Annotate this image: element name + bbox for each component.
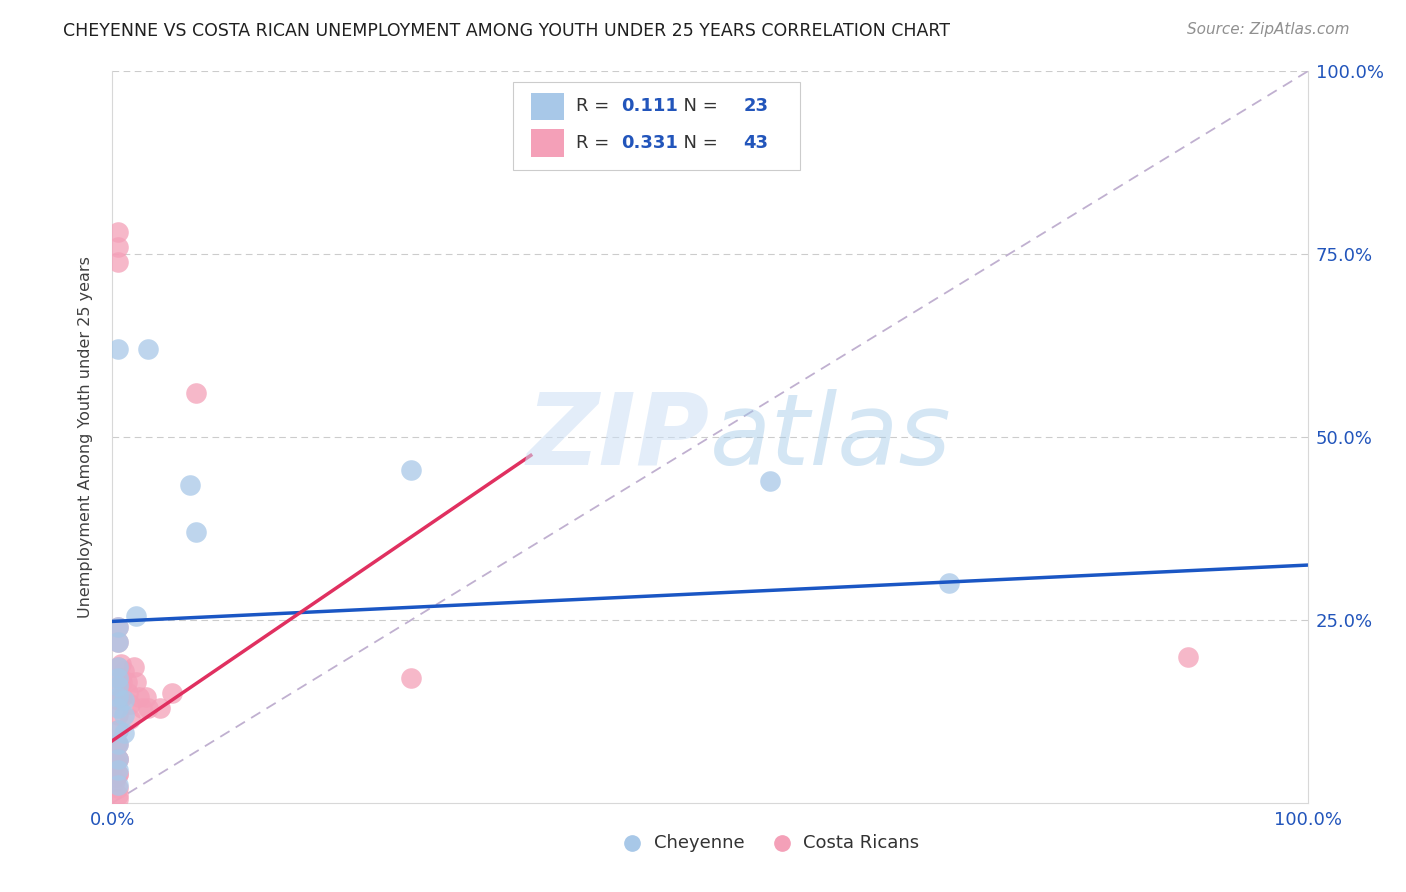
Point — [186, 525, 208, 540]
Y-axis label: Unemployment Among Youth under 25 years: Unemployment Among Youth under 25 years — [79, 256, 93, 618]
Point — [107, 766, 129, 780]
Point — [120, 697, 142, 711]
FancyBboxPatch shape — [513, 82, 800, 170]
Point — [120, 712, 142, 726]
Point — [128, 690, 150, 704]
Point — [107, 690, 129, 704]
Point — [107, 672, 129, 686]
FancyBboxPatch shape — [531, 129, 564, 157]
Point — [125, 675, 148, 690]
Point — [107, 737, 129, 751]
Point — [107, 620, 129, 634]
Text: Costa Ricans: Costa Ricans — [803, 834, 920, 852]
Point — [186, 386, 208, 401]
Point — [111, 675, 134, 690]
Point — [401, 463, 423, 477]
Point — [115, 675, 138, 690]
Point — [107, 343, 129, 357]
Point — [105, 756, 128, 770]
Point — [107, 792, 129, 806]
Point — [107, 635, 129, 649]
Point — [162, 686, 183, 700]
Point — [107, 254, 129, 268]
Text: ZIP: ZIP — [527, 389, 710, 485]
Point — [107, 708, 129, 723]
Point — [135, 690, 157, 704]
Point — [107, 693, 129, 707]
Text: 43: 43 — [744, 134, 769, 152]
Point — [110, 672, 132, 686]
Point — [401, 672, 423, 686]
Point — [107, 723, 129, 737]
Point — [107, 700, 129, 714]
Point — [1177, 649, 1199, 664]
Point — [107, 635, 129, 649]
Point — [114, 664, 135, 678]
Point — [107, 660, 129, 674]
Point — [107, 752, 129, 766]
Point — [938, 576, 960, 591]
Point — [138, 343, 160, 357]
Text: 0.331: 0.331 — [621, 134, 679, 152]
Point — [107, 781, 129, 796]
Point — [104, 773, 127, 788]
Point — [107, 660, 129, 674]
Point — [107, 240, 129, 254]
Point — [107, 620, 129, 634]
Point — [149, 700, 172, 714]
FancyBboxPatch shape — [531, 93, 564, 120]
Point — [107, 752, 129, 766]
Text: Source: ZipAtlas.com: Source: ZipAtlas.com — [1187, 22, 1350, 37]
Point — [117, 686, 139, 700]
Text: Cheyenne: Cheyenne — [654, 834, 745, 852]
Point — [114, 708, 135, 723]
Point — [759, 474, 782, 488]
Point — [107, 723, 129, 737]
Text: N =: N = — [672, 97, 723, 115]
Point — [105, 737, 128, 751]
Text: N =: N = — [672, 134, 723, 152]
Point — [107, 225, 129, 239]
Text: CHEYENNE VS COSTA RICAN UNEMPLOYMENT AMONG YOUTH UNDER 25 YEARS CORRELATION CHAR: CHEYENNE VS COSTA RICAN UNEMPLOYMENT AMO… — [63, 22, 950, 40]
Point — [107, 778, 129, 792]
Point — [125, 609, 148, 624]
Point — [179, 477, 201, 491]
Text: R =: R = — [576, 134, 616, 152]
Point — [107, 766, 129, 780]
Text: R =: R = — [576, 97, 616, 115]
Point — [114, 693, 135, 707]
Point — [114, 726, 135, 740]
Text: 23: 23 — [744, 97, 769, 115]
Text: atlas: atlas — [710, 389, 952, 485]
Point — [107, 737, 129, 751]
Point — [111, 690, 134, 704]
Point — [107, 679, 129, 693]
Point — [107, 752, 129, 766]
Point — [131, 700, 153, 714]
Point — [105, 752, 128, 766]
Point — [105, 770, 128, 784]
Point — [138, 700, 160, 714]
Point — [110, 657, 132, 671]
Point — [107, 679, 129, 693]
Point — [107, 789, 129, 803]
Point — [122, 660, 145, 674]
Text: 0.111: 0.111 — [621, 97, 679, 115]
Point — [107, 763, 129, 777]
